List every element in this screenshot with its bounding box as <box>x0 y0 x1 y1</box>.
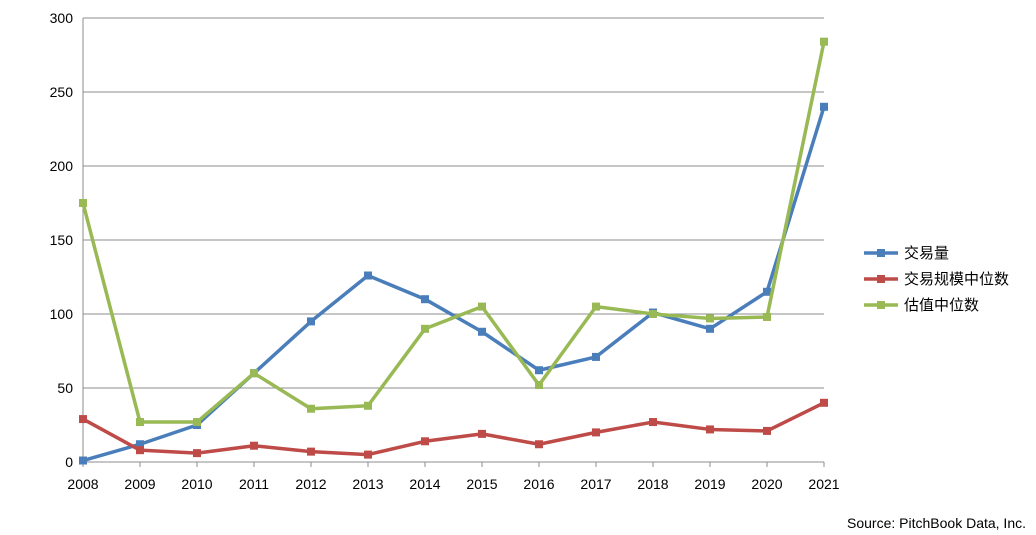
series-line <box>81 401 826 457</box>
data-point <box>592 302 600 311</box>
data-point <box>478 327 486 336</box>
y-tick-label: 200 <box>50 158 74 174</box>
x-tick-label: 2020 <box>751 476 782 492</box>
y-tick-labels: 0 50 100 150 200 250 300 <box>50 10 74 470</box>
legend-swatch-marker <box>877 301 885 309</box>
x-tick-label: 2011 <box>239 476 269 492</box>
series-1 <box>79 102 828 465</box>
series-2 <box>79 398 828 459</box>
data-point <box>364 271 372 280</box>
data-point <box>364 450 372 459</box>
data-point <box>193 449 201 458</box>
data-point <box>820 398 828 407</box>
data-point <box>79 415 87 424</box>
data-point <box>193 418 201 427</box>
legend-label: 交易规模中位数 <box>904 270 1009 288</box>
data-point <box>649 418 657 427</box>
x-tick-label: 2014 <box>409 476 440 492</box>
data-point <box>478 302 486 311</box>
data-point <box>421 324 429 333</box>
legend-swatch-marker <box>877 249 885 257</box>
data-point <box>535 440 543 449</box>
data-point <box>820 102 828 111</box>
y-tick-label: 50 <box>57 380 73 396</box>
legend-item-3: 估值中位数 <box>864 296 979 314</box>
data-point <box>136 446 144 455</box>
data-point <box>250 369 258 378</box>
y-tick-label: 100 <box>50 306 74 322</box>
legend-label: 估值中位数 <box>904 296 979 314</box>
data-point <box>421 295 429 304</box>
source-caption: Source: PitchBook Data, Inc. <box>847 515 1026 531</box>
data-point <box>592 352 600 361</box>
data-point <box>535 381 543 390</box>
data-point <box>820 37 828 46</box>
gridlines <box>83 17 824 389</box>
y-tick-label: 250 <box>50 84 74 100</box>
x-tick-label: 2009 <box>124 476 155 492</box>
x-tick-label: 2013 <box>352 476 383 492</box>
x-tick-label: 2021 <box>808 476 839 492</box>
data-point <box>649 310 657 318</box>
legend-item-1: 交易量 <box>864 244 949 262</box>
data-point <box>478 429 486 438</box>
data-point <box>136 440 144 449</box>
legend-label: 交易量 <box>904 244 949 262</box>
x-tick-label: 2016 <box>523 476 554 492</box>
data-point <box>706 324 714 333</box>
data-point <box>307 317 315 326</box>
series-3 <box>79 37 828 427</box>
legend-swatch-marker <box>877 275 885 283</box>
data-point <box>535 366 543 375</box>
data-point <box>364 401 372 410</box>
data-point <box>763 312 771 321</box>
data-point <box>763 287 771 296</box>
data-point <box>136 418 144 427</box>
data-point <box>763 426 771 435</box>
x-tick-label: 2017 <box>580 476 611 492</box>
series-line <box>81 105 826 463</box>
x-tick-label: 2019 <box>694 476 725 492</box>
x-tick-label: 2015 <box>466 476 497 492</box>
data-point <box>706 425 714 434</box>
data-point <box>79 456 87 465</box>
data-point <box>307 447 315 456</box>
legend-item-2: 交易规模中位数 <box>864 270 1009 288</box>
data-point <box>307 404 315 413</box>
axes <box>82 18 825 467</box>
x-tick-label: 2008 <box>67 476 98 492</box>
x-tick-label: 2012 <box>295 476 326 492</box>
data-point <box>421 437 429 446</box>
x-tick-label: 2018 <box>637 476 668 492</box>
y-tick-label: 300 <box>50 10 74 26</box>
x-tick-label: 2010 <box>181 476 212 492</box>
data-point <box>79 199 87 207</box>
series-line <box>81 39 826 424</box>
x-tick-labels: 2008 2009 2010 2011 2012 2013 2014 2015 2016 2017… <box>67 476 839 492</box>
y-tick-label: 150 <box>50 232 74 248</box>
data-point <box>592 428 600 437</box>
series-lines <box>79 37 828 465</box>
y-tick-label: 0 <box>65 454 73 470</box>
data-point <box>706 314 714 323</box>
data-point <box>250 441 258 450</box>
